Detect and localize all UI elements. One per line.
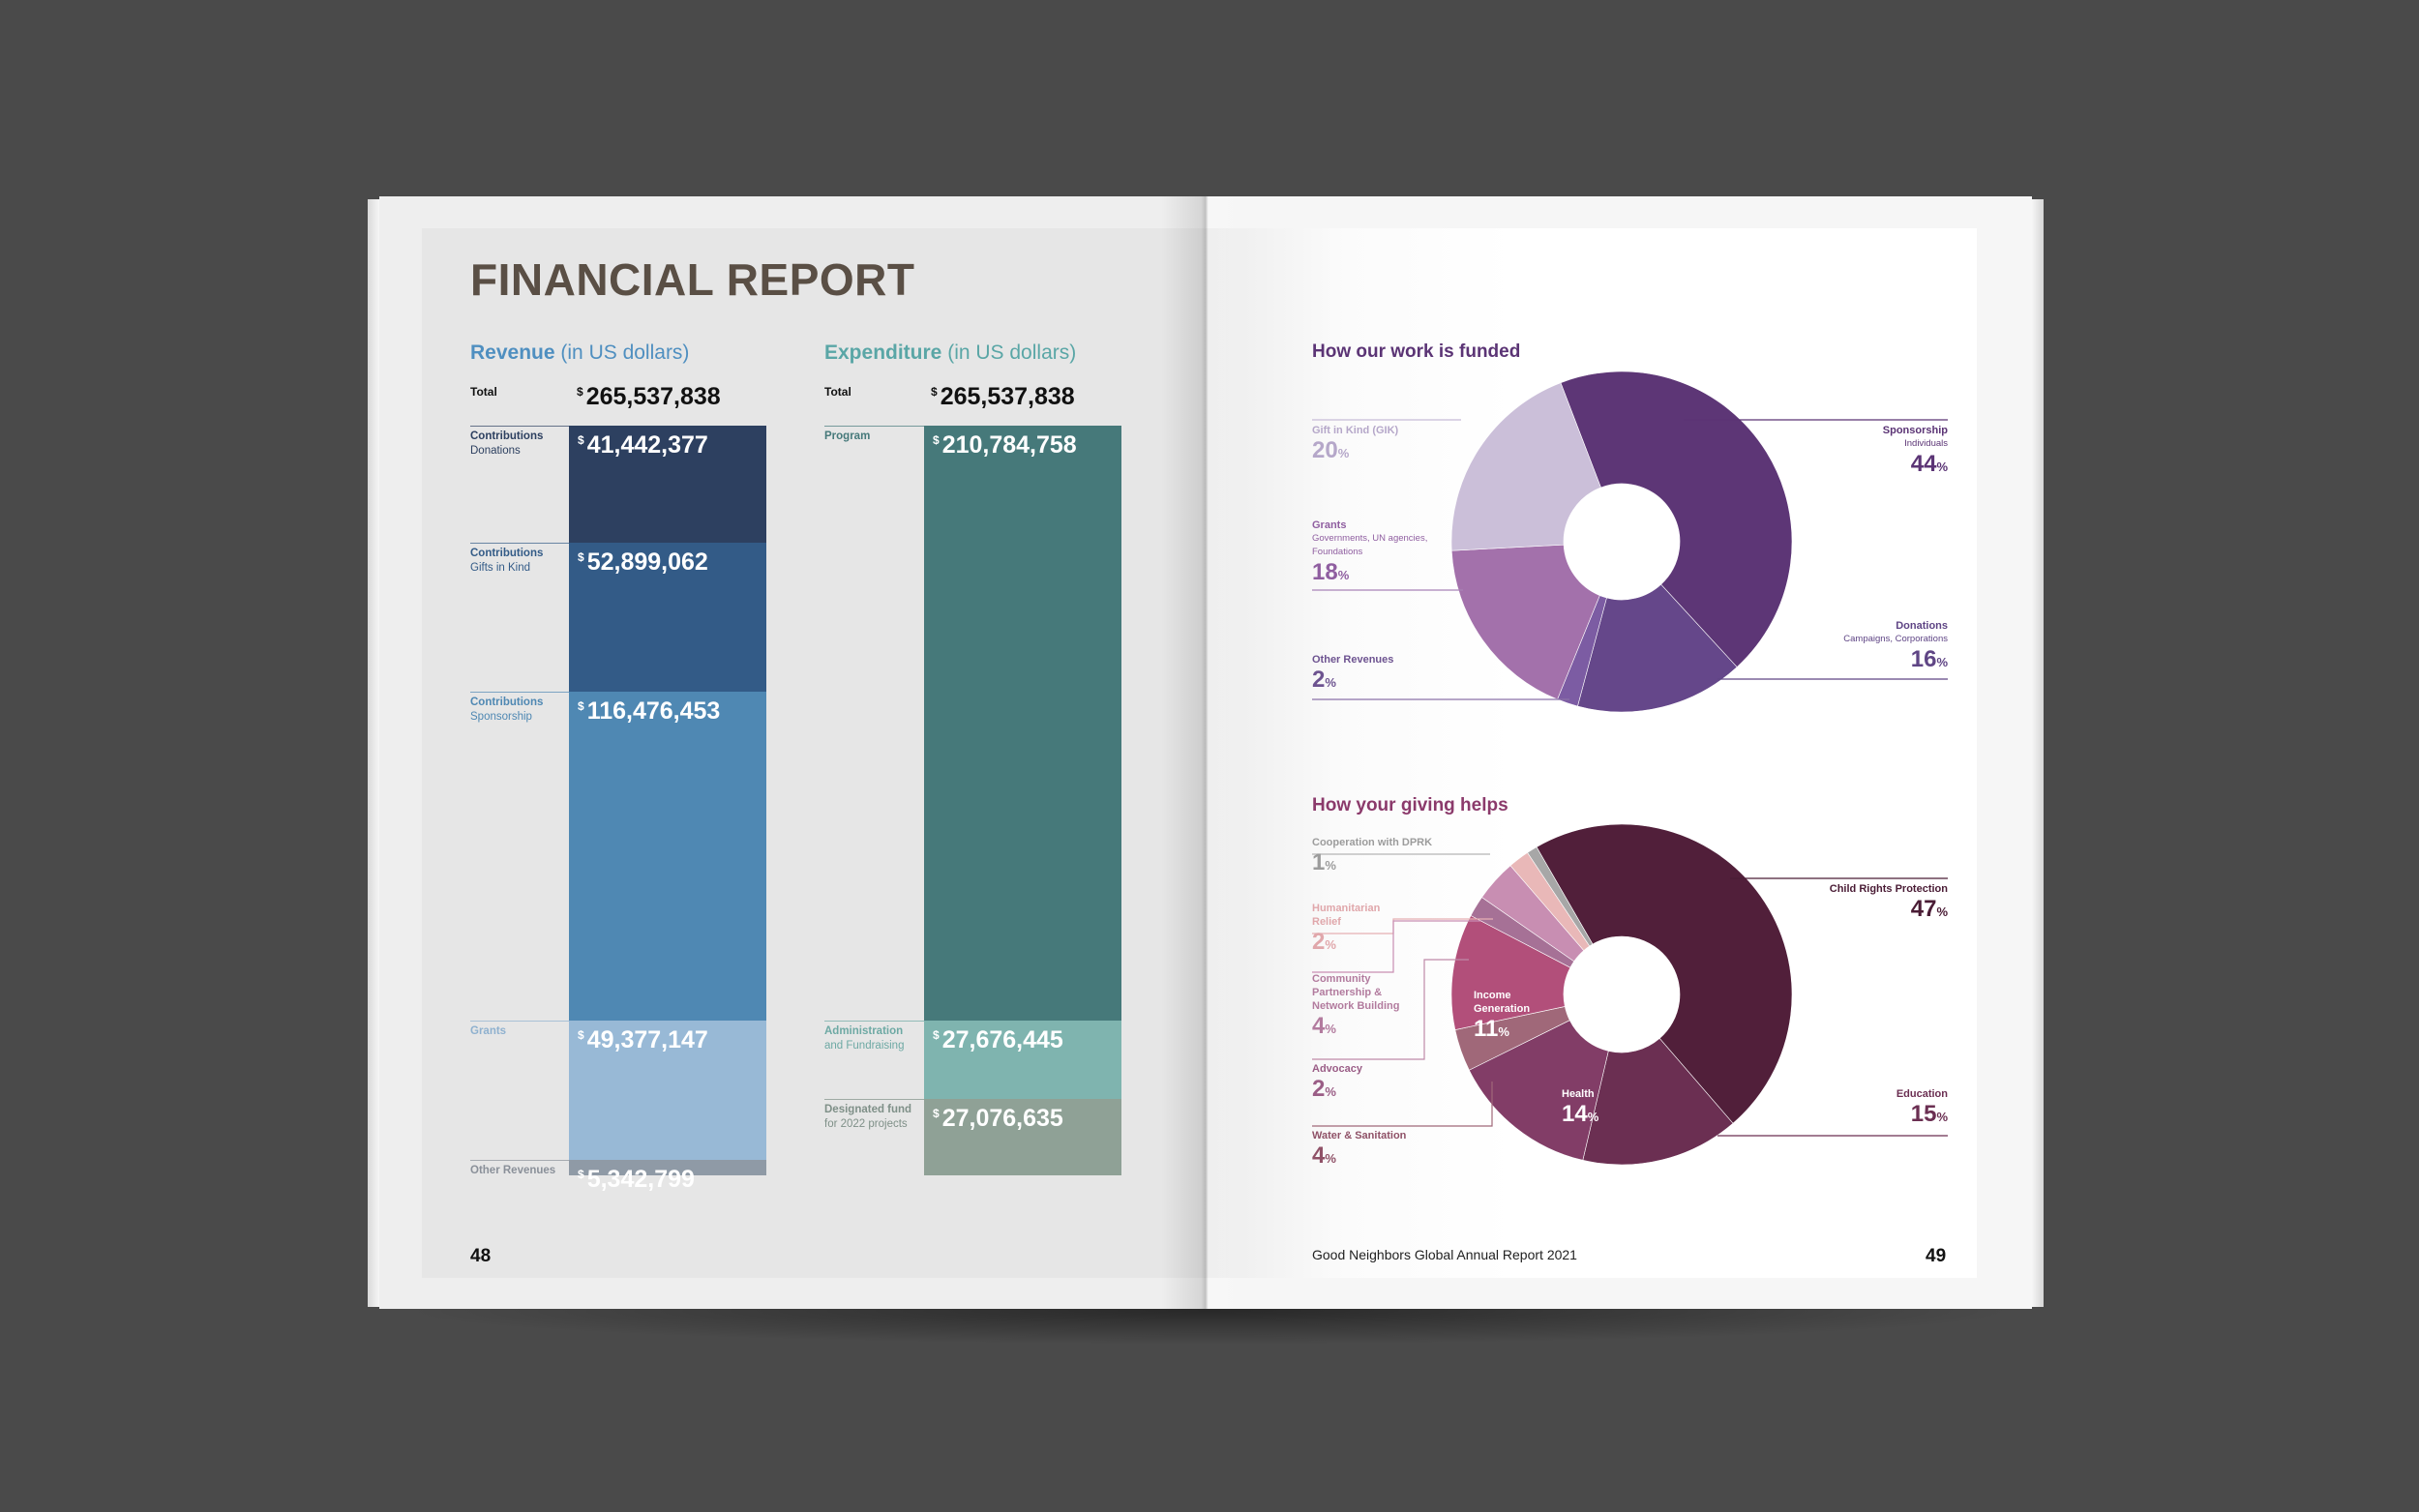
expenditure-segment-rule-0 [824, 426, 924, 427]
revenue-segment-rule-1 [470, 542, 569, 544]
expenditure-segment-value-1: $27,676,445 [933, 1026, 1063, 1054]
revenue-segment-label-1: Contributions Gifts in Kind [470, 547, 544, 574]
pie-label-3-6: Community Partnership & Network Building 4% [1312, 973, 1400, 1039]
expenditure-total-value: $265,537,838 [931, 383, 1075, 410]
pie-label-3-7: Humanitarian Relief 2% [1312, 903, 1381, 955]
pie-label-2-3: Grants Governments, UN agencies, Foundatio… [1312, 519, 1428, 585]
revenue-segment-value-3: $49,377,147 [578, 1026, 708, 1054]
giving-chart-title: How your giving helps [1312, 795, 1508, 815]
revenue-segment-label-4: Other Revenues [470, 1165, 556, 1177]
revenue-segment-rule-0 [470, 426, 569, 427]
expenditure-segment-0 [924, 426, 1121, 1022]
pie-label-2-1: Donations Campaigns, Corporations 16% [1843, 620, 1948, 672]
left-page-number: 48 [470, 1246, 492, 1266]
pie-label-3-0: Child Rights Protection 47% [1829, 883, 1948, 922]
revenue-segment-1 [569, 542, 766, 693]
revenue-segment-rule-3 [470, 1021, 569, 1023]
expenditure-segment-1 [924, 1021, 1121, 1099]
expenditure-segment-rule-2 [824, 1098, 924, 1100]
expenditure-segment-label-2: Designated fund for 2022 projects [824, 1103, 912, 1130]
revenue-segment-value-4: $5,342,799 [578, 1166, 695, 1194]
pie-label-2-2: Other Revenues 2% [1312, 654, 1394, 693]
revenue-segment-value-0: $41,442,377 [578, 431, 708, 459]
revenue-segment-value-2: $116,476,453 [578, 697, 721, 726]
revenue-segment-4 [569, 1160, 766, 1175]
revenue-heading-unit: (in US dollars) [560, 341, 690, 364]
revenue-segment-2 [569, 692, 766, 1022]
expenditure-heading-unit: (in US dollars) [947, 341, 1077, 364]
expenditure-segment-value-0: $210,784,758 [933, 431, 1077, 459]
page-title: FINANCIAL REPORT [470, 254, 915, 305]
expenditure-segment-label-1: Administration and Fundraising [824, 1025, 905, 1052]
revenue-segment-label-3: Grants [470, 1025, 507, 1038]
revenue-segment-rule-4 [470, 1160, 569, 1162]
revenue-heading: Revenue (in US dollars) [470, 341, 689, 365]
pie-label-3-4: Income Generation 11% [1474, 990, 1531, 1042]
expenditure-segment-rule-1 [824, 1021, 924, 1023]
pie-label-3-8: Cooperation with DPRK 1% [1312, 837, 1433, 875]
pie-label-3-5: Advocacy 2% [1312, 1063, 1362, 1102]
expenditure-segment-value-2: $27,076,635 [933, 1104, 1063, 1132]
revenue-segment-label-2: Contributions Sponsorship [470, 697, 544, 724]
revenue-segment-label-0: Contributions Donations [470, 430, 544, 457]
revenue-segment-0 [569, 426, 766, 543]
revenue-segment-3 [569, 1021, 766, 1161]
expenditure-heading-main: Expenditure [824, 341, 942, 364]
pie-label-2-0: Sponsorship Individuals 44% [1882, 425, 1948, 477]
expenditure-heading: Expenditure (in US dollars) [824, 341, 1076, 365]
pie-label-3-2: Health 14% [1562, 1088, 1599, 1127]
right-page-number: 49 [1926, 1246, 1947, 1266]
revenue-heading-main: Revenue [470, 341, 555, 364]
pie-label-3-1: Education 15% [1896, 1088, 1948, 1127]
pie-label-3-3: Water & Sanitation 4% [1312, 1130, 1407, 1169]
revenue-total-value: $265,537,838 [577, 383, 721, 410]
report-footer: Good Neighbors Global Annual Report 2021 [1312, 1247, 1577, 1262]
revenue-total-label: Total [470, 385, 497, 399]
revenue-segment-value-1: $52,899,062 [578, 548, 708, 576]
funded-chart-title: How our work is funded [1312, 341, 1521, 362]
revenue-segment-rule-2 [470, 692, 569, 694]
pie-label-2-4: Gift in Kind (GIK) 20% [1312, 425, 1399, 463]
expenditure-segment-label-0: Program [824, 430, 871, 442]
expenditure-segment-2 [924, 1098, 1121, 1175]
expenditure-total-label: Total [824, 385, 851, 399]
